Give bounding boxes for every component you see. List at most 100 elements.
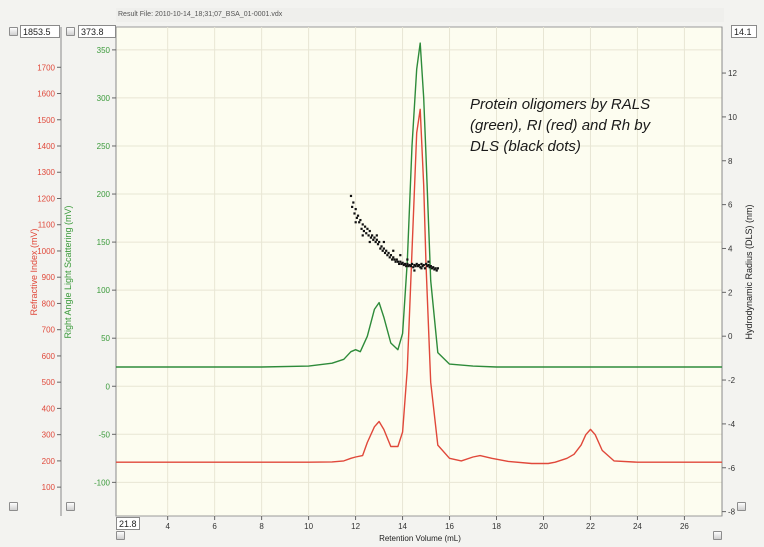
dls-point xyxy=(349,194,353,198)
dls-point xyxy=(361,223,364,226)
dls-point xyxy=(382,247,385,250)
dls-point xyxy=(416,265,420,268)
x-axis: 4 6 8 10 12 14 16 18 20 22 24 26 xyxy=(165,516,689,531)
dls-point xyxy=(372,238,375,241)
dls-point xyxy=(355,216,358,219)
rals-tick-label: 200 xyxy=(97,190,111,199)
dls-point xyxy=(399,260,402,263)
x-tick-label: 16 xyxy=(445,522,454,531)
rals-tick-label: -50 xyxy=(98,430,110,439)
ri-tick-label: 500 xyxy=(42,378,56,387)
plot-grid xyxy=(116,27,722,516)
dls-point xyxy=(402,263,405,267)
dls-point xyxy=(436,267,439,270)
x-tick-label: 22 xyxy=(586,522,595,531)
dls-point xyxy=(380,245,383,248)
dls-point xyxy=(396,260,400,263)
dls-point xyxy=(390,258,394,261)
dls-point xyxy=(368,229,371,233)
dls-point xyxy=(419,266,422,269)
ri-tick-label: 800 xyxy=(42,299,56,308)
rals-axis: -100 -50 0 50 100 150 200 250 300 350 xyxy=(94,27,117,516)
rh-tick-label: 12 xyxy=(728,69,737,78)
x-tick-label: 18 xyxy=(492,522,501,531)
dls-point xyxy=(412,266,415,269)
ri-tick-label: 300 xyxy=(42,431,56,440)
dls-point xyxy=(378,240,381,244)
ri-axis-label: Refractive Index (mV) xyxy=(29,228,39,315)
dls-point xyxy=(376,243,380,246)
rals-axis-top-button[interactable] xyxy=(66,27,75,36)
annotation-line-1: Protein oligomers by RALS xyxy=(470,96,651,113)
dls-point xyxy=(369,236,373,239)
ri-tick-label: 200 xyxy=(42,457,56,466)
rh-axis-label: Hydrodynamic Radius (DLS) (nm) xyxy=(744,204,754,339)
dls-point xyxy=(399,254,402,257)
ri-axis-bottom-button[interactable] xyxy=(9,502,18,511)
ri-axis-top-button[interactable] xyxy=(9,27,18,36)
ri-tick-label: 1100 xyxy=(38,221,56,230)
dls-point xyxy=(386,254,389,257)
dls-point xyxy=(427,260,430,263)
dls-point xyxy=(422,263,425,267)
dls-point xyxy=(358,221,361,224)
dls-point xyxy=(371,234,374,237)
rh-tick-label: 8 xyxy=(728,157,733,166)
x-tick-label: 10 xyxy=(304,522,313,531)
ri-series-line xyxy=(116,108,722,465)
x-tick-label: 6 xyxy=(212,522,217,531)
dls-point xyxy=(435,269,438,272)
dls-point xyxy=(403,262,407,266)
x-range-min-field[interactable]: 21.8 xyxy=(116,517,140,530)
dls-point xyxy=(410,262,414,266)
dls-point xyxy=(420,262,423,266)
ri-tick-label: 1400 xyxy=(37,142,55,151)
dls-point xyxy=(400,262,403,266)
dls-point xyxy=(367,234,370,237)
series-layer xyxy=(116,42,722,465)
dls-point xyxy=(401,261,404,264)
ri-tick-label: 900 xyxy=(42,273,56,282)
dls-point xyxy=(432,266,435,269)
x-axis-right-button[interactable] xyxy=(713,531,722,540)
dls-point xyxy=(413,269,416,272)
rals-axis-bottom-button[interactable] xyxy=(66,502,75,511)
dls-point xyxy=(382,240,385,244)
dls-point xyxy=(406,258,409,261)
dls-point xyxy=(373,236,376,239)
rals-range-max-field[interactable]: 373.8 xyxy=(78,25,116,38)
x-axis-left-button[interactable] xyxy=(116,531,125,540)
dls-point xyxy=(393,258,396,261)
rh-range-max-field[interactable]: 14.1 xyxy=(731,25,757,38)
dls-point xyxy=(421,265,424,268)
rh-tick-label: -2 xyxy=(728,376,736,385)
dls-point xyxy=(392,249,395,252)
dls-point xyxy=(375,234,378,237)
dls-points xyxy=(349,194,439,272)
dls-point xyxy=(413,263,416,267)
dls-point xyxy=(429,265,432,268)
ri-axis: 100 200 300 400 500 600 700 800 900 1000 1100 1200 1… xyxy=(37,27,62,516)
rh-tick-label: 6 xyxy=(728,201,733,210)
dls-point xyxy=(353,212,356,215)
dls-point xyxy=(354,208,357,211)
rals-tick-label: 300 xyxy=(97,94,111,103)
dls-point xyxy=(420,267,423,270)
dls-point xyxy=(408,263,411,267)
annotation-line-3: DLS (black dots) xyxy=(470,138,581,155)
dls-point xyxy=(365,232,368,235)
dls-point xyxy=(361,234,364,237)
dls-point xyxy=(418,263,421,267)
dls-point xyxy=(406,262,409,266)
rh-tick-label: -8 xyxy=(728,508,736,517)
rals-tick-label: 0 xyxy=(106,382,111,391)
rh-axis-bottom-button[interactable] xyxy=(737,502,746,511)
dls-point xyxy=(362,229,366,233)
dls-point xyxy=(414,265,417,268)
ri-range-max-field[interactable]: 1853.5 xyxy=(20,25,60,38)
dls-point xyxy=(407,265,410,268)
x-axis-label: Retention Volume (mL) xyxy=(379,534,461,543)
dls-point xyxy=(425,262,428,266)
dls-point xyxy=(383,251,387,255)
